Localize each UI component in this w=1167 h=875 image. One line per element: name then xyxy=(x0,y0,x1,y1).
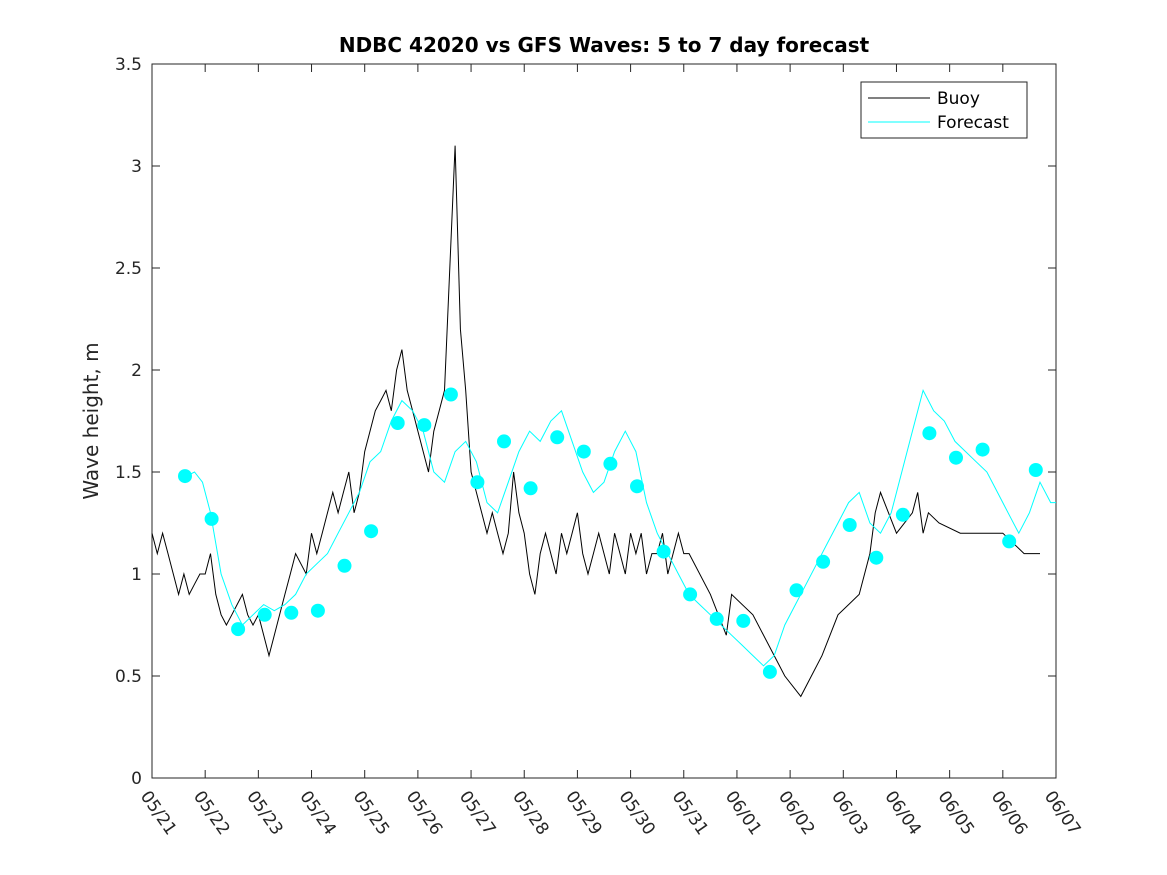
forecast-marker xyxy=(1002,534,1017,549)
forecast-marker xyxy=(231,622,246,637)
y-tick-label: 2.5 xyxy=(115,259,142,279)
forecast-marker xyxy=(178,469,192,484)
forecast-marker xyxy=(576,444,591,459)
forecast-marker xyxy=(1028,463,1043,477)
forecast-marker xyxy=(709,611,724,626)
forecast-marker xyxy=(816,554,831,569)
y-tick-label: 2 xyxy=(131,361,142,381)
forecast-marker xyxy=(284,605,299,620)
series-layer xyxy=(151,145,1056,698)
forecast-marker xyxy=(443,387,458,402)
forecast-marker xyxy=(789,583,804,598)
forecast-marker xyxy=(310,603,325,618)
chart-title: NDBC 42020 vs GFS Waves: 5 to 7 day fore… xyxy=(339,33,870,57)
forecast-marker xyxy=(762,664,777,679)
forecast-marker xyxy=(497,434,511,449)
legend-buoy-label: Buoy xyxy=(937,89,980,109)
legend-forecast-label: Forecast xyxy=(937,113,1009,133)
forecast-marker xyxy=(337,558,352,573)
forecast-marker xyxy=(550,430,565,445)
y-tick-label: 3.5 xyxy=(115,55,142,75)
forecast-marker xyxy=(975,442,990,457)
forecast-marker xyxy=(390,416,405,430)
y-axis: 0 0.5 1 1.5 2 2.5 3 3.5 xyxy=(115,55,1056,789)
forecast-marker xyxy=(949,450,963,465)
forecast-marker xyxy=(417,418,432,433)
forecast-marker xyxy=(842,518,857,532)
y-tick-label: 1 xyxy=(131,565,142,585)
forecast-marker xyxy=(683,587,698,602)
y-tick-label: 0 xyxy=(131,769,142,789)
forecast-marker xyxy=(656,544,671,559)
forecast-marker xyxy=(895,507,910,522)
forecast-marker xyxy=(470,475,485,490)
forecast-marker xyxy=(364,524,379,539)
plot-area xyxy=(151,63,1057,779)
y-tick-label: 0.5 xyxy=(115,667,142,687)
legend-box xyxy=(860,81,1028,139)
forecast-marker xyxy=(869,550,884,565)
forecast-marker xyxy=(922,426,937,441)
y-tick-label: 1.5 xyxy=(115,463,142,483)
forecast-marker xyxy=(630,479,644,494)
forecast-marker xyxy=(603,456,618,471)
forecast-series-line xyxy=(186,389,1056,667)
buoy-series-line xyxy=(151,145,1040,698)
forecast-marker xyxy=(523,481,538,496)
y-tick-label: 3 xyxy=(131,157,142,177)
forecast-marker xyxy=(257,607,272,622)
legend: Buoy Forecast xyxy=(860,81,1028,139)
forecast-marker xyxy=(204,511,219,526)
y-axis-label: Wave height, m xyxy=(79,342,103,499)
forecast-marker-layer xyxy=(178,387,1043,679)
forecast-marker xyxy=(736,613,751,628)
